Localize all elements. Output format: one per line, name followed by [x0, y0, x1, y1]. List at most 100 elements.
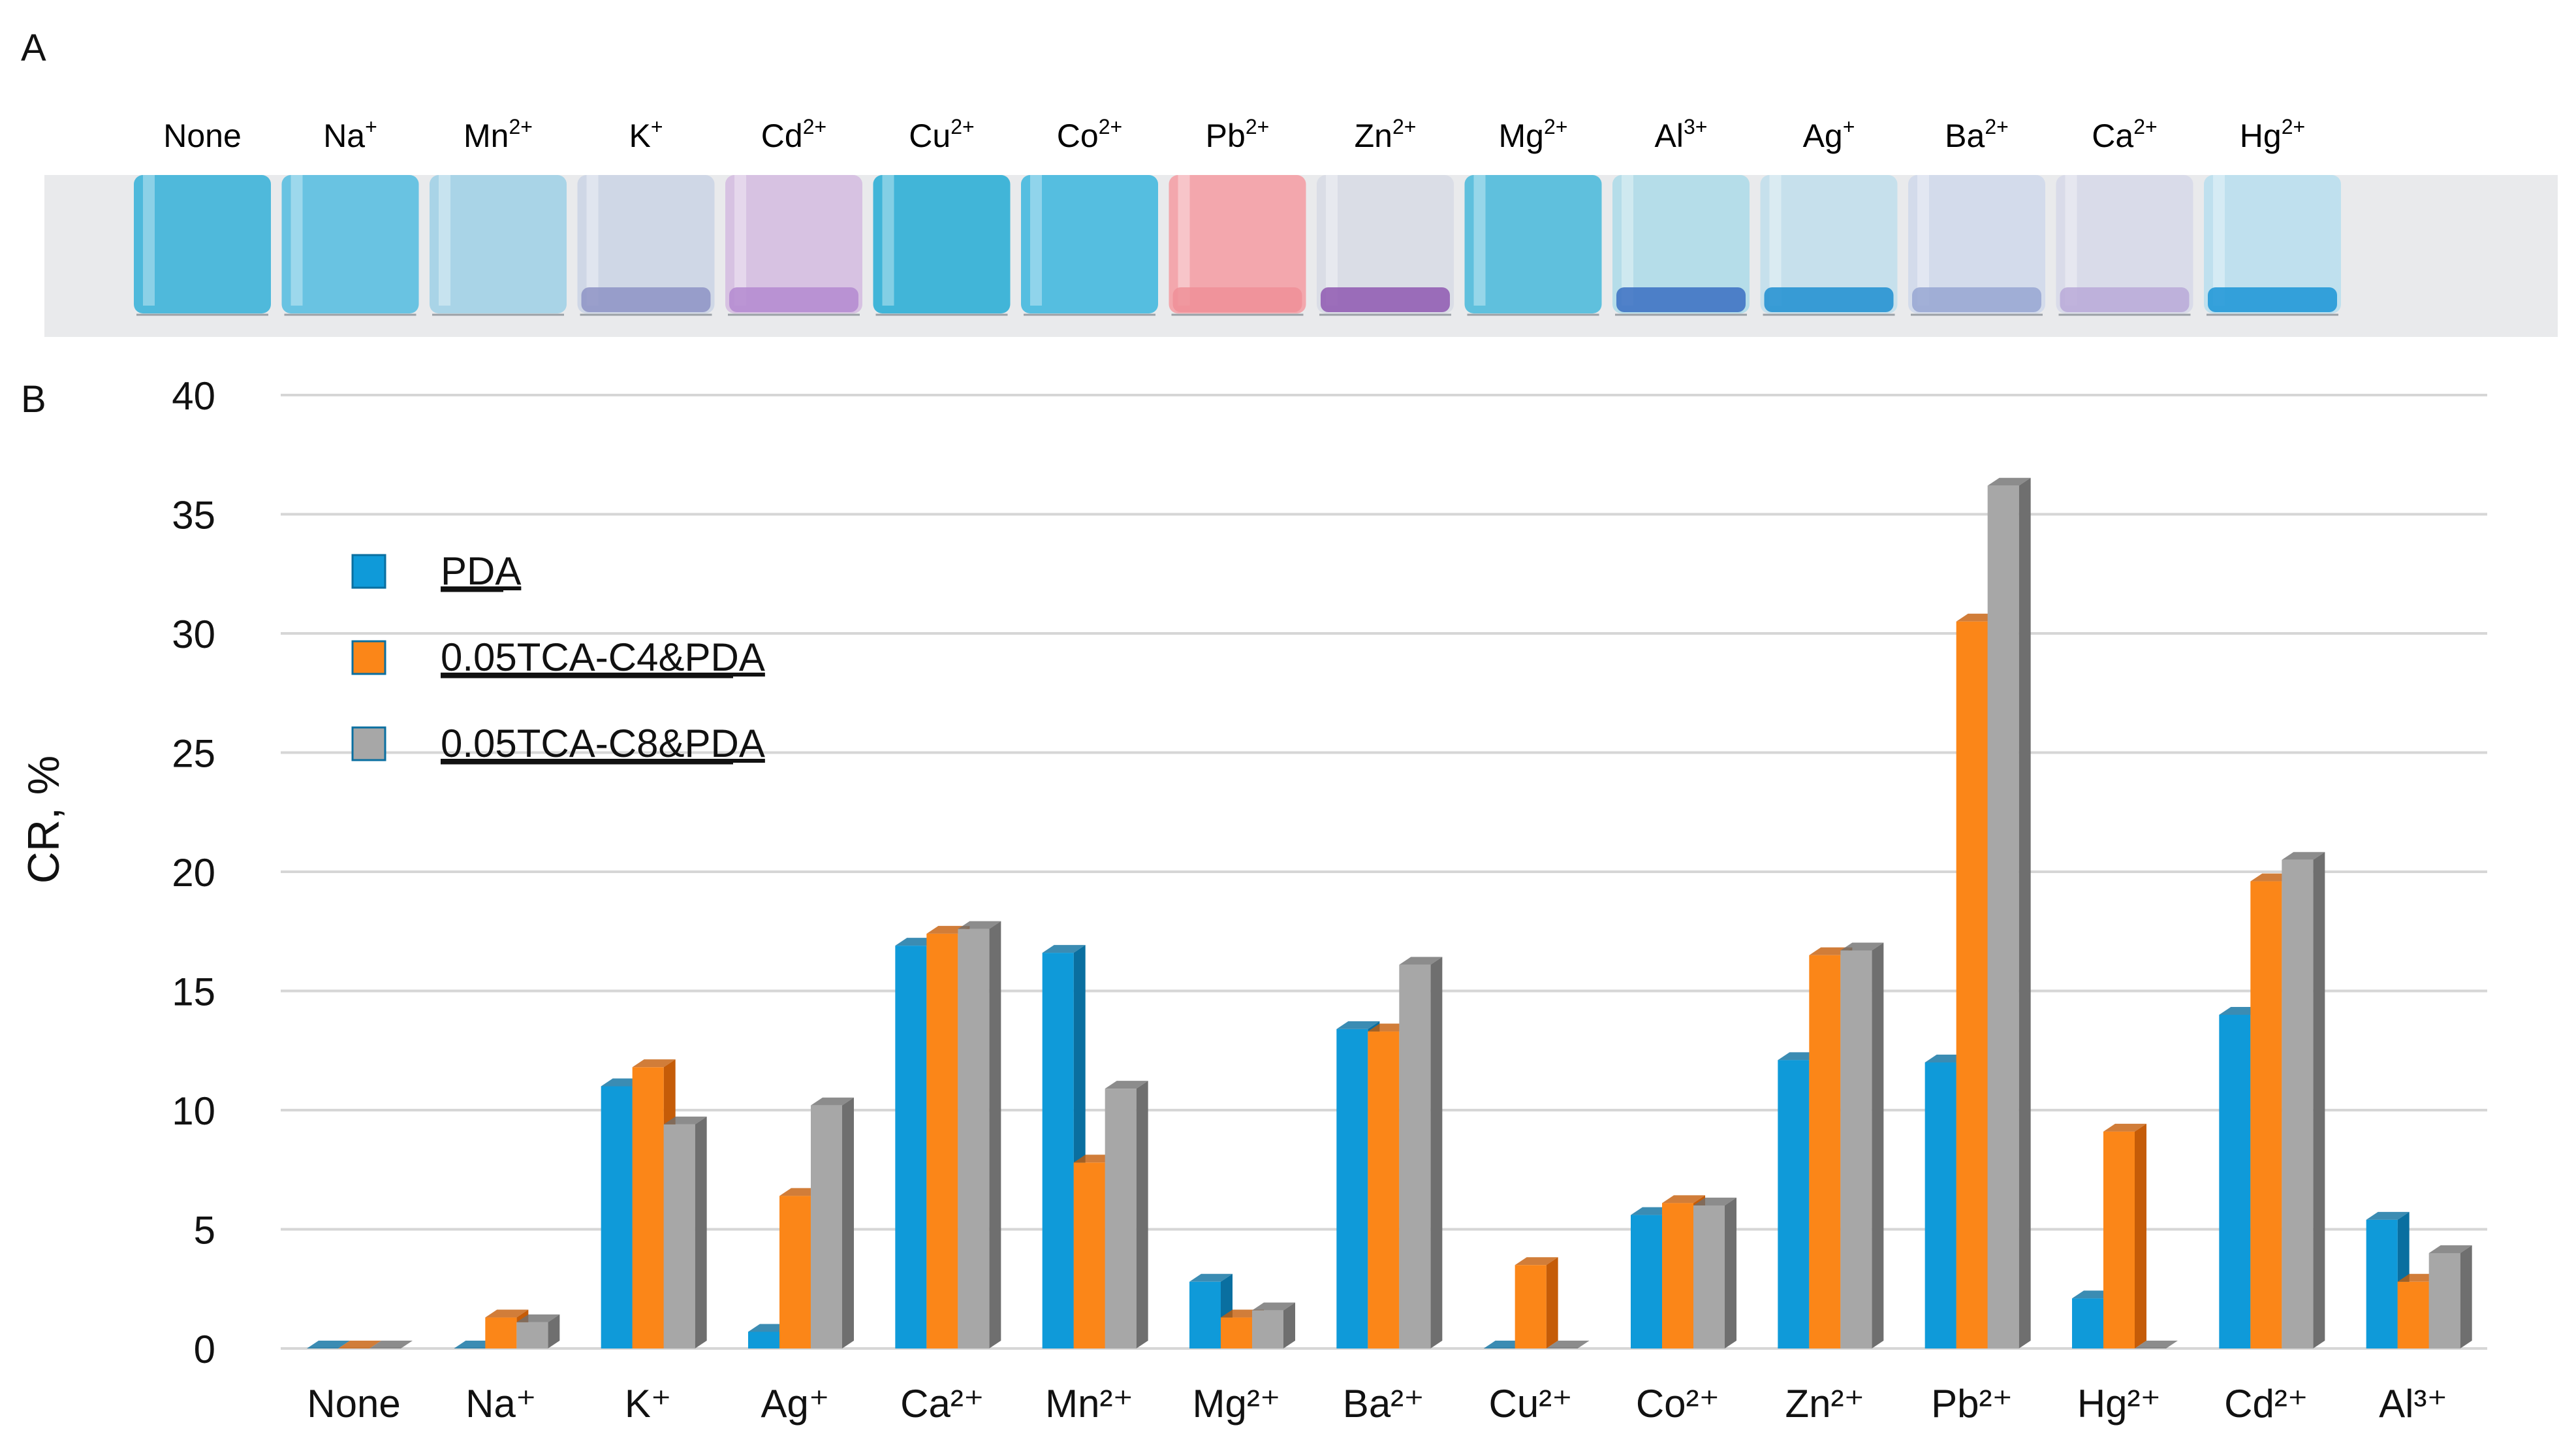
bar: [1221, 1309, 1264, 1348]
bar-top: [1662, 1195, 1705, 1204]
x-tick-label: Cd²⁺: [2224, 1382, 2308, 1426]
vial-label: Co2+: [1057, 115, 1122, 154]
bar-top: [1840, 942, 1884, 951]
vial-label: Zn2+: [1355, 115, 1417, 154]
vial-label: Ag+: [1803, 115, 1855, 154]
bar-front: [2366, 1219, 2398, 1348]
bar-front: [1368, 1031, 1400, 1348]
bar: [1252, 1302, 1295, 1348]
y-tick-label: 40: [172, 374, 215, 418]
vial-sediment: [1616, 287, 1746, 312]
bar-front: [779, 1196, 811, 1348]
vial-glare: [1622, 175, 1633, 306]
vial-label: Mg2+: [1499, 115, 1568, 154]
vial-label: Ca2+: [2092, 115, 2157, 154]
bar-top: [1252, 1302, 1295, 1311]
bar: [1546, 1341, 1590, 1349]
bar-top: [1987, 477, 2031, 486]
bar-top: [1105, 1081, 1148, 1089]
vial-sediment: [2060, 287, 2190, 312]
legend: PDA 0.05TCA-C4&PDA 0.05TCA-C8&PDA: [351, 549, 765, 765]
vial-body: [1169, 175, 1306, 313]
bar: [1515, 1257, 1558, 1348]
vial-glare: [1769, 175, 1782, 306]
bar-top: [2135, 1341, 2178, 1348]
bar-front: [1840, 950, 1872, 1348]
bar: [2103, 1123, 2146, 1348]
x-tick-label: Na⁺: [465, 1382, 536, 1426]
bar-top: [958, 921, 1001, 929]
vial-label: Mn2+: [463, 115, 533, 154]
y-tick-label: 5: [194, 1209, 215, 1252]
bar-front: [1073, 1162, 1105, 1348]
bar: [2135, 1341, 2178, 1349]
vial-label: Pb2+: [1206, 115, 1270, 154]
vial-body: [2204, 175, 2341, 313]
bar-top: [1693, 1198, 1736, 1205]
vial: [1169, 175, 1306, 316]
vial-sediment: [729, 287, 858, 312]
bar-front: [748, 1331, 779, 1348]
bar-top: [369, 1341, 413, 1348]
bar-front: [2072, 1298, 2103, 1348]
bar-top: [632, 1059, 676, 1068]
bar-front: [516, 1322, 548, 1348]
vial-sediment: [1321, 287, 1450, 312]
bar: [1987, 477, 2031, 1349]
panel-b-label: B: [21, 378, 46, 421]
legend-swatch: [351, 726, 386, 761]
vial-sediment: [581, 287, 711, 312]
vial-body: [1760, 175, 1898, 313]
vial-glare: [291, 175, 303, 306]
bar: [338, 1341, 381, 1349]
bar: [1840, 942, 1884, 1348]
vial-glare: [1917, 175, 1929, 306]
x-tick-label: Co²⁺: [1636, 1382, 1720, 1426]
bar-front: [1336, 1028, 1368, 1348]
legend-swatch: [351, 640, 386, 675]
vial: [2204, 175, 2341, 316]
bar: [663, 1116, 707, 1348]
bar-top: [1189, 1273, 1233, 1282]
vial-label: K+: [629, 115, 663, 154]
bar-front: [1987, 485, 2019, 1349]
vial: [1464, 175, 1602, 316]
vial-label: Hg2+: [2240, 115, 2305, 154]
vial-glare: [143, 175, 155, 306]
x-tick-label: Ba²⁺: [1343, 1382, 1424, 1426]
bar-front: [2428, 1253, 2460, 1348]
bar-side: [1725, 1198, 1736, 1348]
bar-side: [1546, 1257, 1558, 1348]
vial-body: [1612, 175, 1750, 313]
bar-top: [811, 1097, 854, 1106]
bar-front: [2282, 859, 2314, 1348]
vial-body: [1464, 175, 1602, 313]
vial-body: [134, 175, 271, 313]
vial-glare: [439, 175, 450, 306]
vial-glare: [1178, 175, 1190, 306]
vial-label: None: [163, 118, 242, 154]
x-tick-label: Cu²⁺: [1488, 1382, 1572, 1426]
vial-body: [2056, 175, 2193, 313]
bar-front: [2103, 1131, 2135, 1348]
bar-top: [2282, 852, 2325, 860]
bar-side: [842, 1097, 854, 1348]
vial-label: Ba2+: [1945, 115, 2009, 154]
vial-sediment: [1764, 287, 1894, 312]
x-tick-label: None: [307, 1382, 400, 1426]
vial: [1612, 175, 1750, 316]
bar-front: [926, 933, 958, 1348]
bar-front: [485, 1317, 517, 1348]
bar-front: [1399, 965, 1431, 1348]
bar: [307, 1341, 350, 1349]
bar-front: [1252, 1310, 1283, 1348]
vial-glare: [734, 175, 746, 306]
bar-front: [1693, 1205, 1725, 1348]
vial: [1760, 175, 1898, 316]
vial-glare: [1326, 175, 1338, 306]
bar-side: [989, 921, 1001, 1348]
vial: [2056, 175, 2193, 316]
bar-front: [1042, 953, 1074, 1348]
bar-top: [1399, 957, 1443, 965]
